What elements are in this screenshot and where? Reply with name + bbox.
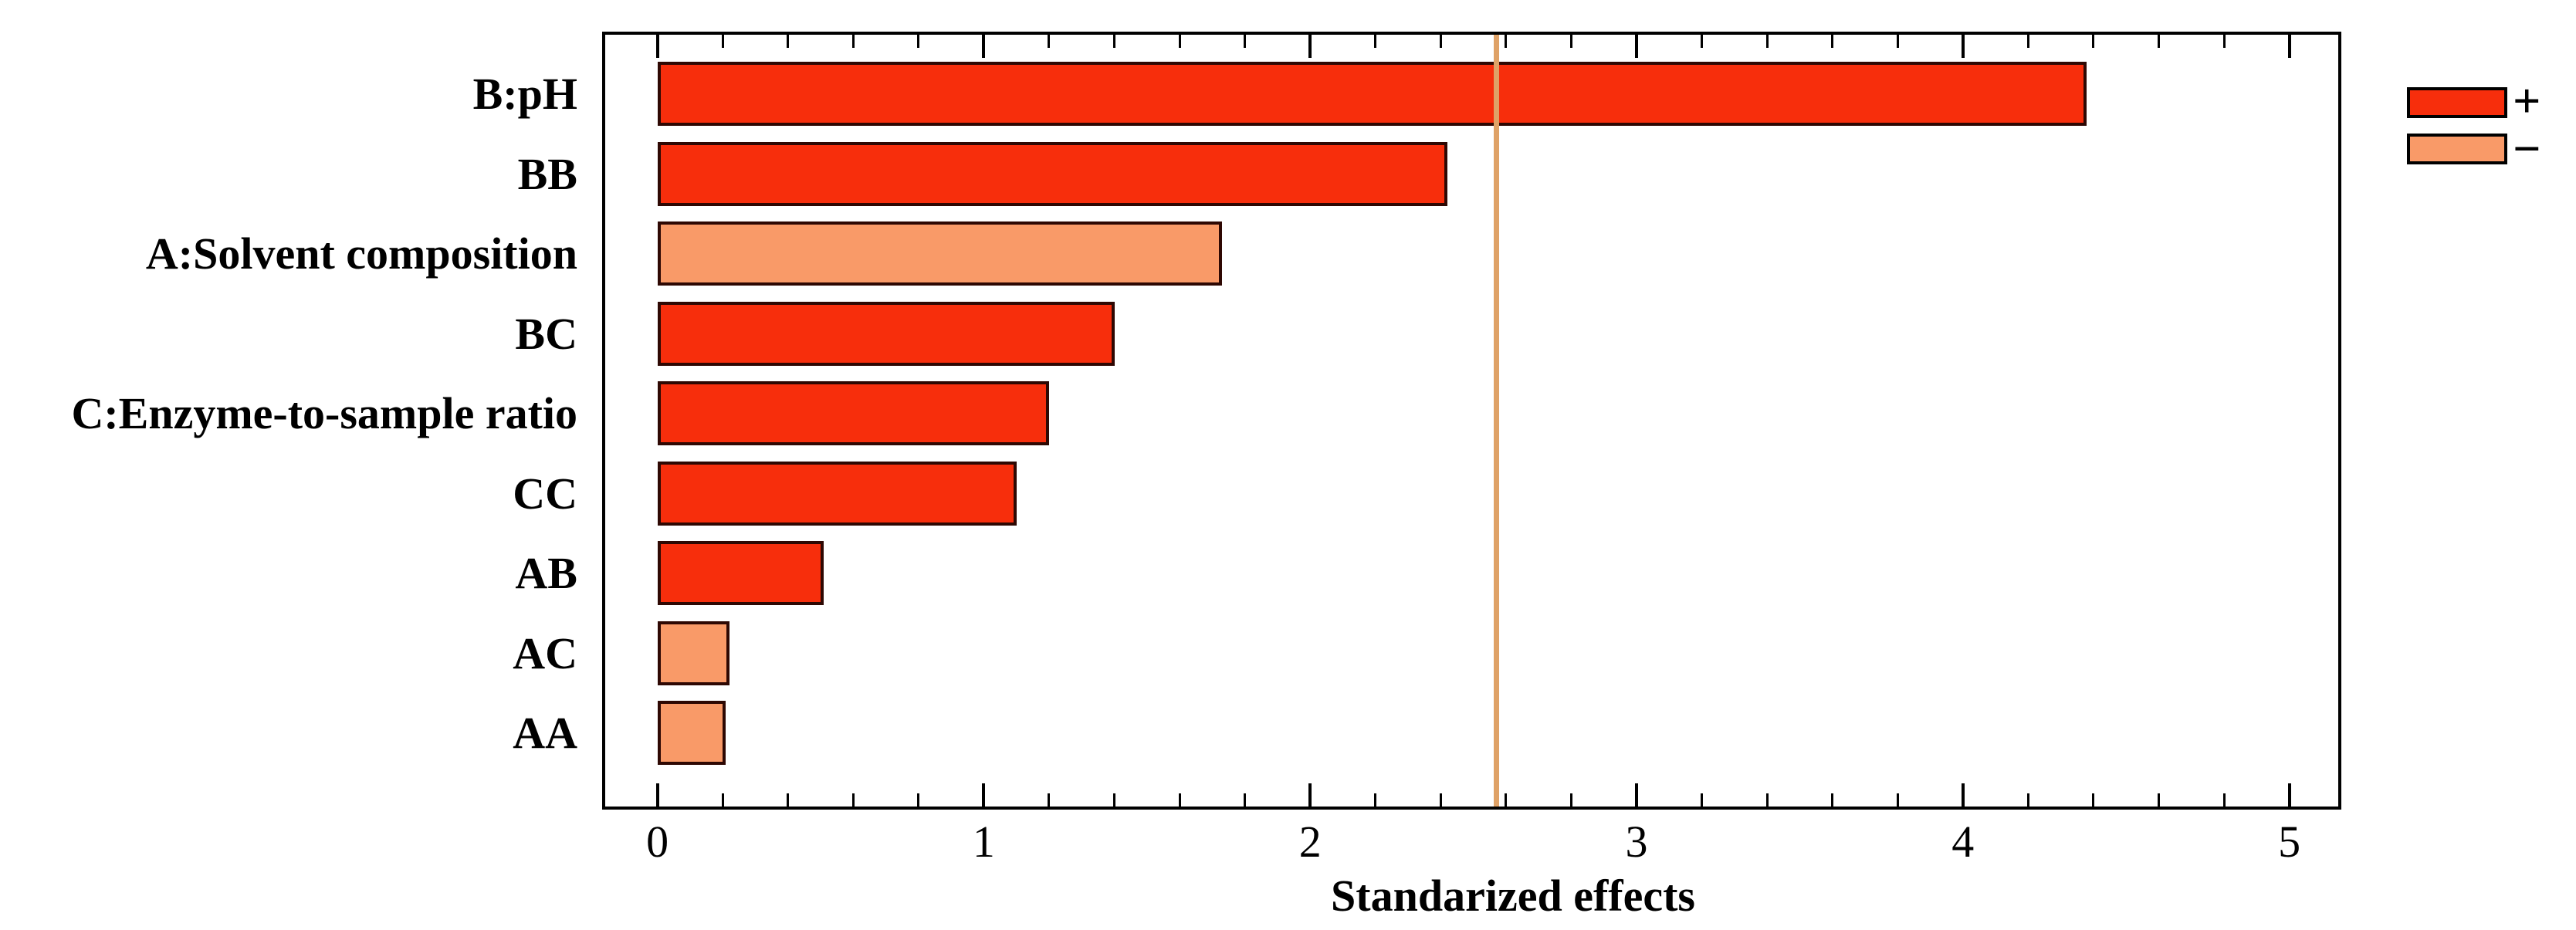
x-axis-minor-tick <box>2026 793 2029 807</box>
x-axis-minor-tick <box>917 35 920 48</box>
x-axis-minor-tick <box>1505 793 1508 807</box>
legend-swatch-positive <box>2407 87 2507 118</box>
legend-label-positive: + <box>2513 73 2541 128</box>
y-axis-label-a-solvent-composition: A:Solvent composition <box>145 228 577 279</box>
x-axis-major-tick <box>1961 35 1965 58</box>
y-axis-label-bc: BC <box>515 308 577 359</box>
x-axis-major-tick <box>2287 783 2291 807</box>
y-axis-label-cc: CC <box>513 468 577 519</box>
x-axis-minor-tick <box>1048 793 1051 807</box>
x-axis-major-tick <box>1308 783 1312 807</box>
x-axis-minor-tick <box>1244 35 1247 48</box>
x-axis-tick-label: 3 <box>1625 817 1648 867</box>
x-axis-minor-tick <box>721 793 724 807</box>
x-axis-tick-label: 4 <box>1951 817 1975 867</box>
bar-ab <box>657 541 824 605</box>
x-axis-major-tick <box>982 35 986 58</box>
x-axis-minor-tick <box>1439 793 1442 807</box>
x-axis-tick-label: 1 <box>972 817 995 867</box>
x-axis-minor-tick <box>1113 35 1116 48</box>
x-axis-major-tick <box>655 783 659 807</box>
x-axis-minor-tick <box>1113 793 1116 807</box>
x-axis-major-tick <box>1961 783 1965 807</box>
bar-cc <box>657 461 1017 526</box>
y-axis-label-bb: BB <box>517 148 577 199</box>
bar-a-solvent-composition <box>657 222 1223 286</box>
x-axis-minor-tick <box>2092 793 2095 807</box>
x-axis-minor-tick <box>1505 35 1508 48</box>
x-axis-minor-tick <box>851 35 855 48</box>
x-axis-major-tick <box>1635 35 1638 58</box>
x-axis-major-tick <box>982 783 986 807</box>
x-axis-minor-tick <box>1701 35 1704 48</box>
x-axis-tick-label: 5 <box>2278 817 2301 867</box>
x-axis-minor-tick <box>2092 35 2095 48</box>
y-axis-label-ac: AC <box>513 627 577 678</box>
plot-frame <box>602 32 2341 810</box>
x-axis-tick-label: 2 <box>1298 817 1322 867</box>
x-axis-minor-tick <box>2157 35 2160 48</box>
x-axis-minor-tick <box>1896 35 1899 48</box>
x-axis-minor-tick <box>2026 35 2029 48</box>
x-axis-major-tick <box>2287 35 2291 58</box>
x-axis-minor-tick <box>721 35 724 48</box>
y-axis-label-aa: AA <box>513 708 577 758</box>
x-axis-minor-tick <box>851 793 855 807</box>
x-axis-minor-tick <box>1244 793 1247 807</box>
x-axis-minor-tick <box>1178 35 1181 48</box>
bar-bc <box>657 301 1115 366</box>
x-axis-minor-tick <box>1569 35 1572 48</box>
x-axis-minor-tick <box>1439 35 1442 48</box>
x-axis-minor-tick <box>1048 35 1051 48</box>
x-axis-minor-tick <box>1765 793 1769 807</box>
y-axis-label-ab: AB <box>515 548 577 598</box>
x-axis-minor-tick <box>2222 35 2226 48</box>
x-axis-minor-tick <box>2222 793 2226 807</box>
bar-b-ph <box>657 62 2087 126</box>
x-axis-minor-tick <box>1569 793 1572 807</box>
x-axis-major-tick <box>655 35 659 58</box>
x-axis-minor-tick <box>1374 35 1377 48</box>
x-axis-major-tick <box>1308 35 1312 58</box>
x-axis-minor-tick <box>1896 793 1899 807</box>
significance-reference-line <box>1493 35 1499 807</box>
bar-ac <box>657 621 729 685</box>
bar-aa <box>657 701 726 765</box>
x-axis-minor-tick <box>917 793 920 807</box>
x-axis-minor-tick <box>2157 793 2160 807</box>
x-axis-minor-tick <box>787 793 790 807</box>
legend-swatch-negative <box>2407 134 2507 164</box>
x-axis-minor-tick <box>787 35 790 48</box>
y-axis-label-c-enzyme-to-sample-ratio: C:Enzyme-to-sample ratio <box>71 388 577 438</box>
y-axis-category-labels: B:pH BB A:Solvent composition BC C:Enzyme-to… <box>0 35 577 807</box>
x-axis-title: Standarized effects <box>1331 871 1695 921</box>
x-axis-major-tick <box>1635 783 1638 807</box>
bar-bb <box>657 141 1447 206</box>
x-axis-minor-tick <box>1765 35 1769 48</box>
bar-c-enzyme-to-sample-ratio <box>657 381 1049 445</box>
x-axis-minor-tick <box>1178 793 1181 807</box>
x-axis-minor-tick <box>1831 793 1834 807</box>
y-axis-label-b-ph: B:pH <box>472 69 577 119</box>
x-axis-minor-tick <box>1374 793 1377 807</box>
x-axis-minor-tick <box>1701 793 1704 807</box>
plot-area <box>605 35 2338 807</box>
x-axis-minor-tick <box>1831 35 1834 48</box>
x-axis-tick-label: 0 <box>646 817 669 867</box>
legend-label-negative: − <box>2513 121 2541 176</box>
